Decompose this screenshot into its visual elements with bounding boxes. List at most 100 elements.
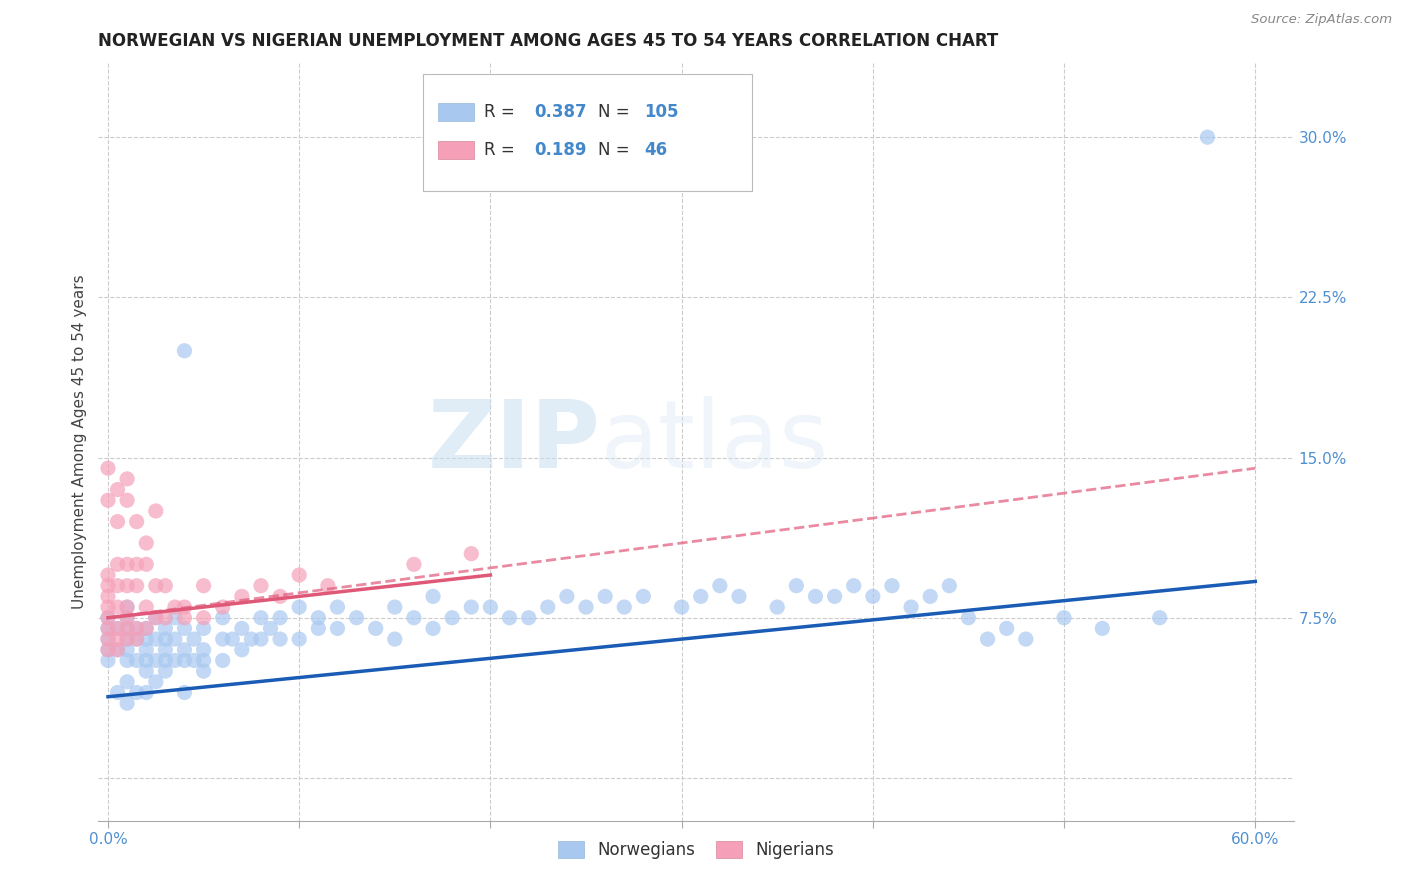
- Point: [211, 653, 233, 667]
- Point: [995, 622, 1018, 636]
- Point: [125, 622, 148, 636]
- Text: 105: 105: [644, 103, 679, 120]
- Point: [316, 579, 339, 593]
- Point: [288, 600, 311, 615]
- Point: [115, 611, 138, 625]
- Point: [671, 600, 693, 615]
- Point: [689, 590, 711, 604]
- Point: [115, 493, 138, 508]
- Point: [1053, 611, 1076, 625]
- Point: [250, 579, 273, 593]
- Point: [173, 622, 195, 636]
- Point: [326, 622, 349, 636]
- Point: [231, 642, 253, 657]
- Point: [173, 653, 195, 667]
- Point: [1149, 611, 1171, 625]
- Text: R =: R =: [485, 103, 520, 120]
- Point: [613, 600, 636, 615]
- Point: [115, 622, 138, 636]
- Point: [173, 611, 195, 625]
- Point: [842, 579, 865, 593]
- Point: [900, 600, 922, 615]
- Point: [231, 590, 253, 604]
- Point: [135, 536, 157, 550]
- Point: [957, 611, 980, 625]
- Text: Source: ZipAtlas.com: Source: ZipAtlas.com: [1251, 13, 1392, 27]
- Point: [97, 622, 120, 636]
- Point: [211, 632, 233, 646]
- Point: [115, 558, 138, 572]
- Point: [163, 632, 186, 646]
- Point: [259, 622, 281, 636]
- Point: [766, 600, 789, 615]
- Point: [211, 611, 233, 625]
- Point: [250, 611, 273, 625]
- Point: [862, 590, 884, 604]
- Point: [115, 622, 138, 636]
- Text: NORWEGIAN VS NIGERIAN UNEMPLOYMENT AMONG AGES 45 TO 54 YEARS CORRELATION CHART: NORWEGIAN VS NIGERIAN UNEMPLOYMENT AMONG…: [98, 32, 998, 50]
- Point: [976, 632, 998, 646]
- Text: 46: 46: [644, 141, 668, 159]
- Point: [155, 611, 177, 625]
- Point: [97, 611, 120, 625]
- Point: [173, 600, 195, 615]
- Point: [107, 642, 129, 657]
- Point: [785, 579, 807, 593]
- Point: [193, 611, 215, 625]
- Point: [193, 642, 215, 657]
- Text: R =: R =: [485, 141, 520, 159]
- Point: [1197, 130, 1219, 145]
- Point: [173, 642, 195, 657]
- Point: [125, 653, 148, 667]
- Point: [115, 642, 138, 657]
- Point: [173, 685, 195, 699]
- Point: [115, 696, 138, 710]
- Point: [97, 653, 120, 667]
- Point: [125, 632, 148, 646]
- Point: [555, 590, 578, 604]
- Point: [193, 579, 215, 593]
- FancyBboxPatch shape: [423, 74, 752, 191]
- Point: [1015, 632, 1038, 646]
- Y-axis label: Unemployment Among Ages 45 to 54 years: Unemployment Among Ages 45 to 54 years: [72, 274, 87, 609]
- Point: [402, 611, 425, 625]
- Point: [269, 590, 291, 604]
- Text: ZIP: ZIP: [427, 395, 600, 488]
- Point: [97, 590, 120, 604]
- Point: [135, 632, 157, 646]
- Point: [633, 590, 655, 604]
- FancyBboxPatch shape: [437, 103, 474, 120]
- Point: [384, 632, 406, 646]
- Text: N =: N =: [598, 103, 636, 120]
- Point: [269, 632, 291, 646]
- Point: [728, 590, 751, 604]
- Point: [920, 590, 942, 604]
- Point: [135, 685, 157, 699]
- Text: 0.189: 0.189: [534, 141, 588, 159]
- Point: [163, 611, 186, 625]
- Point: [135, 622, 157, 636]
- Point: [97, 622, 120, 636]
- Point: [288, 632, 311, 646]
- Point: [107, 632, 129, 646]
- Point: [804, 590, 827, 604]
- Point: [593, 590, 616, 604]
- Text: atlas: atlas: [600, 395, 828, 488]
- Point: [364, 622, 387, 636]
- Point: [115, 611, 138, 625]
- Point: [115, 632, 138, 646]
- Point: [938, 579, 960, 593]
- Point: [107, 685, 129, 699]
- Point: [135, 653, 157, 667]
- Point: [107, 600, 129, 615]
- Point: [107, 483, 129, 497]
- Point: [517, 611, 540, 625]
- Point: [107, 622, 129, 636]
- Point: [115, 674, 138, 689]
- Point: [97, 632, 120, 646]
- Point: [183, 632, 205, 646]
- Point: [115, 579, 138, 593]
- Point: [193, 653, 215, 667]
- Point: [107, 642, 129, 657]
- FancyBboxPatch shape: [437, 141, 474, 159]
